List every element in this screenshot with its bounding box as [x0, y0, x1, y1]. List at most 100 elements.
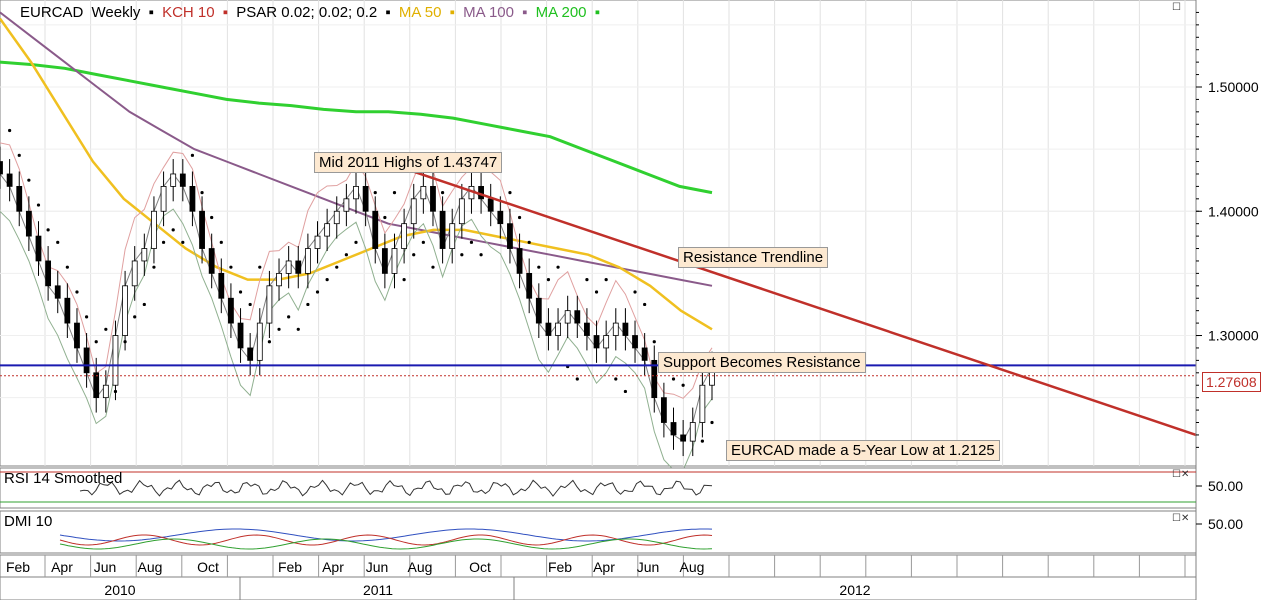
candle-body — [208, 248, 215, 274]
candle-body — [131, 260, 138, 287]
psar-dot — [623, 389, 628, 394]
psar-dot — [614, 377, 618, 381]
annotation-mid-2011-highs: Mid 2011 Highs of 1.43747 — [314, 152, 503, 173]
time-axis: Feb Apr Jun Aug Oct Feb Apr Jun Aug Oct Feb Apr Jun A… — [0, 554, 1197, 600]
psar-dot — [325, 278, 329, 282]
psar-dot — [267, 340, 272, 344]
psar-dot — [527, 240, 531, 244]
psar-dot — [431, 265, 435, 269]
candle-body — [170, 173, 177, 187]
candle-body — [304, 248, 311, 274]
candle-body — [6, 173, 13, 187]
dmi-pane: 50.00 — [0, 510, 1243, 554]
candle-body — [680, 434, 687, 442]
candle-body — [391, 248, 398, 274]
last-price-label: 1.27608 — [1202, 372, 1261, 392]
ma200-path — [0, 60, 713, 195]
psar-dot — [373, 191, 377, 195]
candle-body — [401, 223, 408, 249]
rsi-window-controls[interactable]: ☐✕ — [1172, 469, 1190, 480]
psar-dot — [517, 215, 522, 220]
psar-dot — [287, 315, 291, 319]
maximize-icon[interactable]: ☐ — [1172, 2, 1181, 13]
candle-body — [372, 210, 379, 249]
dmi-minus-line — [59, 538, 713, 550]
psar-dot — [585, 278, 589, 282]
candle-body — [632, 335, 638, 349]
candle-body — [353, 185, 359, 200]
psar-dot — [181, 240, 185, 244]
rsi-pane: 50.00 — [0, 467, 1243, 509]
candle-body — [333, 210, 340, 225]
candle-body — [141, 248, 148, 262]
candle-body — [651, 359, 658, 399]
candle-body — [622, 322, 629, 336]
psar-dot — [171, 228, 175, 232]
psar-dot — [248, 302, 252, 307]
candle-body — [699, 384, 706, 423]
year-label: 2011 — [363, 582, 393, 598]
psar-dot — [113, 389, 118, 394]
month-label: Aug — [680, 559, 705, 575]
psar-dot — [460, 253, 464, 257]
candle-body — [179, 173, 186, 187]
psar-dot — [421, 240, 425, 244]
candle-body — [362, 185, 369, 212]
keltner-lower — [0, 208, 713, 471]
candle-body — [54, 285, 61, 299]
candle-body — [295, 260, 302, 274]
candle-body — [430, 185, 436, 212]
legend-psar: PSAR 0.02; 0.02; 0.2 ▪ — [236, 4, 391, 21]
dmi-window-controls[interactable]: ☐✕ — [1172, 513, 1190, 524]
candle-body — [343, 198, 350, 212]
candle-body — [83, 347, 90, 374]
annotation-resistance-trendline: Resistance Trendline — [678, 247, 829, 268]
candle-body — [603, 335, 610, 349]
psar-dot — [190, 153, 195, 157]
psar-dot — [229, 265, 233, 269]
month-label: Jun — [366, 559, 389, 575]
candle-body — [555, 322, 561, 336]
candle-body — [612, 322, 619, 336]
candle-body — [439, 210, 446, 249]
legend-ma50: MA 50 ▪ — [398, 4, 455, 21]
psar-dot — [479, 253, 483, 257]
month-label: Feb — [548, 559, 572, 575]
month-label: Feb — [6, 559, 30, 575]
candle-body — [0, 161, 3, 175]
month-label: Oct — [469, 559, 491, 575]
dmi-tick-label: 50.00 — [1208, 516, 1243, 532]
psar-dot — [8, 128, 12, 133]
psar-dot — [402, 278, 406, 282]
legend-ma100: MA 100 ▪ — [463, 4, 528, 21]
month-label: Apr — [51, 559, 73, 575]
dmi-adx-line — [59, 528, 713, 542]
psar-dot — [142, 302, 146, 307]
month-label: Feb — [278, 559, 302, 575]
ma200-line — [0, 60, 713, 195]
psar-dot — [335, 265, 339, 269]
psar-dot — [75, 290, 79, 294]
candle-body — [449, 223, 456, 249]
price-tick-label: 1.40000 — [1208, 203, 1259, 219]
psar-dot — [94, 340, 98, 344]
psar-dot — [277, 327, 281, 331]
psar-dot — [546, 278, 551, 282]
legend-kch: KCH 10 ▪ — [162, 4, 229, 21]
candle-body — [276, 272, 282, 287]
candle-body — [64, 297, 71, 324]
psar-dots — [8, 128, 714, 443]
psar-dot — [123, 340, 127, 344]
psar-dot — [133, 315, 137, 319]
price-tick-label: 1.30000 — [1208, 328, 1259, 344]
psar-dot — [383, 215, 387, 220]
candle-body — [189, 185, 196, 212]
month-label: Apr — [593, 559, 615, 575]
psar-dot — [161, 240, 166, 244]
candles — [0, 146, 715, 457]
candle-body — [93, 372, 100, 399]
psar-dot — [296, 327, 300, 331]
candle-body — [256, 322, 263, 361]
month-label: Oct — [197, 559, 219, 575]
ma50-path — [0, 17, 713, 331]
